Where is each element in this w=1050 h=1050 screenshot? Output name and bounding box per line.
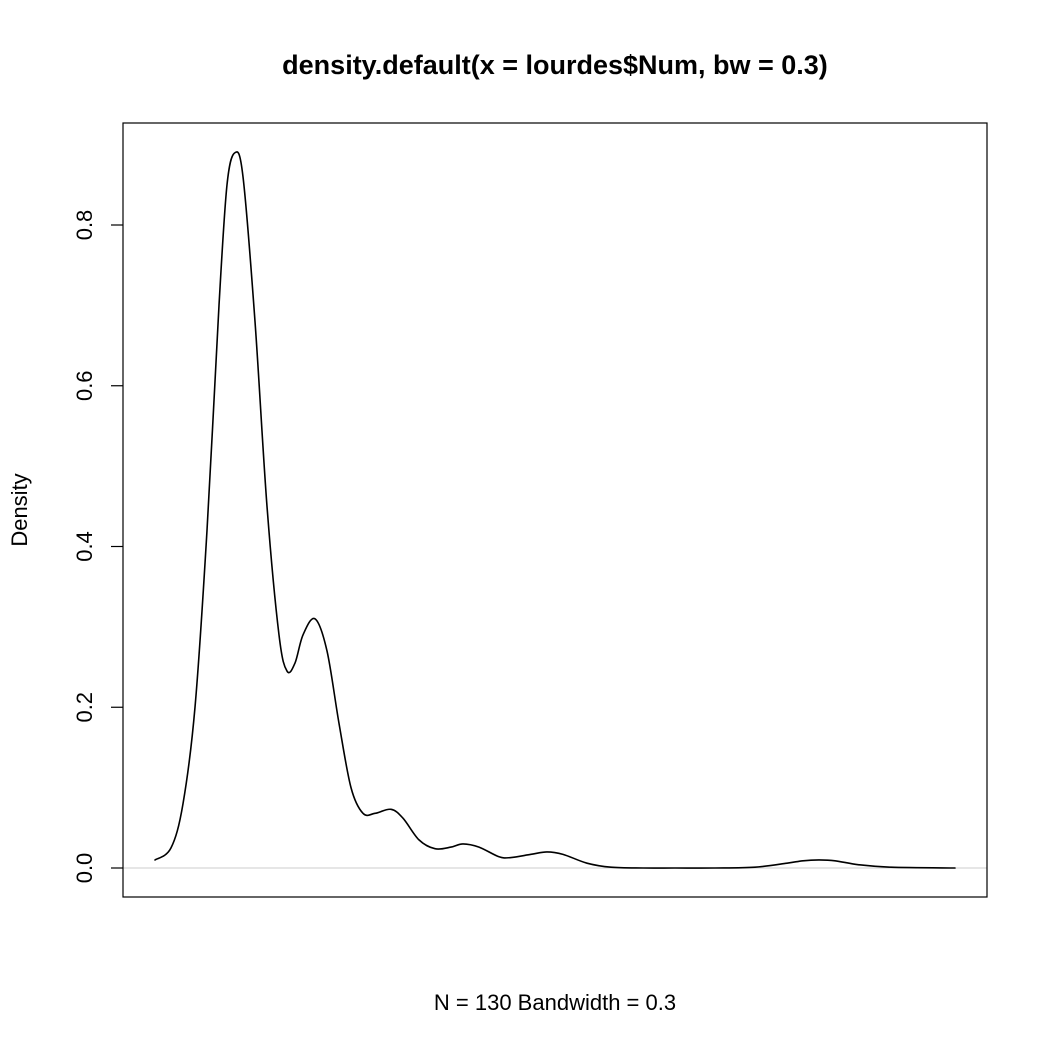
y-tick-label: 0.8 (72, 210, 97, 241)
density-curve-line (154, 151, 956, 869)
y-tick-label: 0.0 (72, 853, 97, 884)
plot-frame (122, 122, 988, 898)
y-axis-label: Density (7, 473, 32, 546)
x-axis-label: N = 130 Bandwidth = 0.3 (434, 990, 676, 1015)
y-tick-label: 0.4 (72, 531, 97, 562)
chart-title: density.default(x = lourdes$Num, bw = 0.… (282, 50, 828, 80)
y-axis-ticks: 0.0 0.2 0.4 0.6 0.8 (72, 210, 123, 884)
y-tick-label: 0.6 (72, 370, 97, 401)
y-tick-label: 0.2 (72, 692, 97, 723)
